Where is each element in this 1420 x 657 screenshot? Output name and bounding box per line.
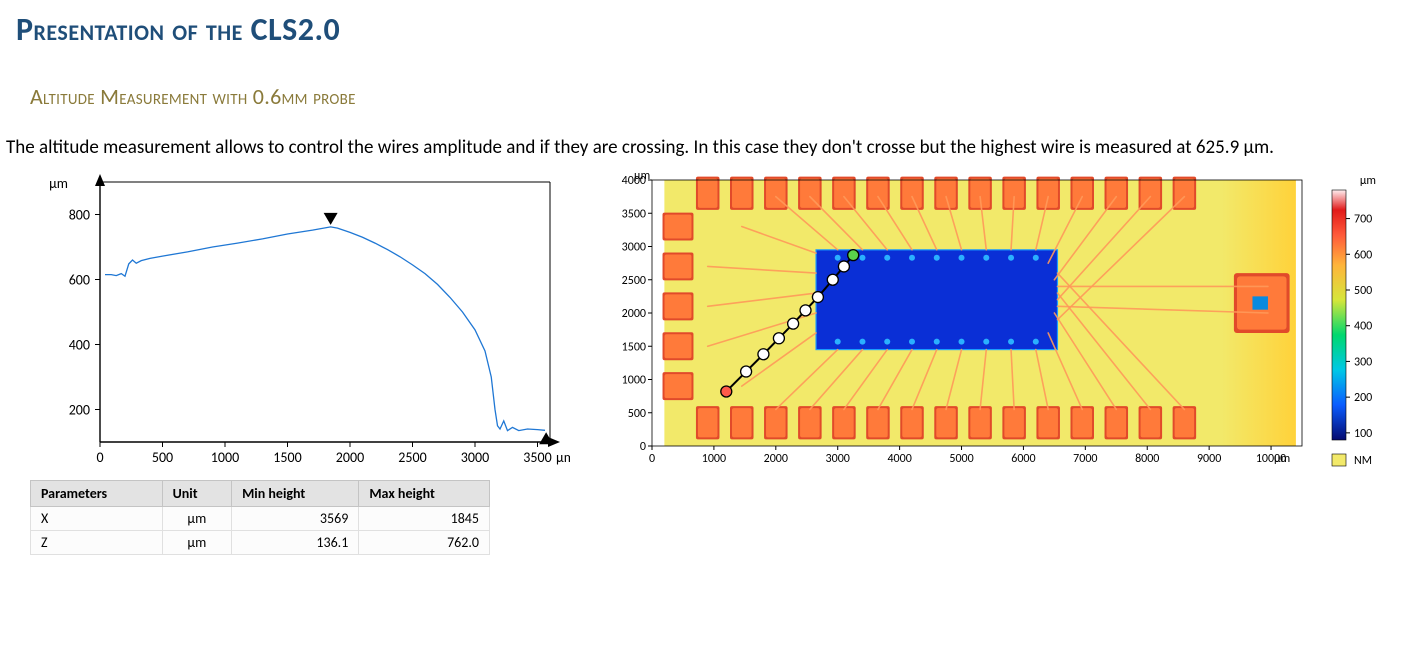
svg-text:400: 400 — [69, 336, 90, 353]
table-cell: µm — [162, 506, 231, 530]
svg-text:800: 800 — [69, 206, 90, 223]
figures-row: 2004006008000500100015002000250030003500… — [0, 168, 1420, 555]
right-column: 0100020003000400050006000700080009000100… — [610, 172, 1390, 482]
svg-text:3000: 3000 — [826, 452, 850, 466]
svg-text:0: 0 — [640, 440, 646, 454]
svg-text:2000: 2000 — [336, 449, 364, 466]
svg-text:600: 600 — [1354, 248, 1372, 262]
svg-text:100: 100 — [1354, 427, 1372, 441]
svg-text:µm: µm — [556, 449, 570, 466]
svg-text:3500: 3500 — [622, 207, 646, 221]
svg-text:µm: µm — [1360, 174, 1376, 188]
svg-text:2000: 2000 — [764, 452, 788, 466]
svg-text:0: 0 — [96, 449, 103, 466]
svg-text:1500: 1500 — [622, 340, 646, 354]
table-cell: 3569 — [232, 506, 359, 530]
svg-text:8000: 8000 — [1135, 452, 1159, 466]
page-title: Presentation of the CLS2.0 — [0, 0, 1420, 49]
table-cell: Z — [31, 530, 163, 554]
svg-text:µm: µm — [1274, 452, 1290, 466]
svg-text:0: 0 — [649, 452, 655, 466]
table-header: Parameters — [31, 480, 163, 506]
svg-text:2500: 2500 — [622, 274, 646, 288]
table-cell: 1845 — [359, 506, 490, 530]
svg-text:5000: 5000 — [949, 452, 973, 466]
table-cell: 136.1 — [232, 530, 359, 554]
table-header: Unit — [162, 480, 231, 506]
svg-text:200: 200 — [69, 401, 90, 418]
altitude-line-chart: 200 400 600 800 0 500 1000 1500 2000 2500 3000 3500… — [30, 172, 570, 472]
svg-text:500: 500 — [628, 407, 646, 421]
table-header: Min height — [232, 480, 359, 506]
svg-text:1000: 1000 — [622, 373, 646, 387]
svg-text:500: 500 — [152, 449, 173, 466]
altitude-heatmap: 0100020003000400050006000700080009000100… — [610, 172, 1310, 472]
svg-text:7000: 7000 — [1073, 452, 1097, 466]
left-column: 200 400 600 800 0 500 1000 1500 2000 2500 3000 3500… — [30, 172, 570, 555]
parameters-table: ParametersUnitMin heightMax height Xµm35… — [30, 480, 490, 555]
svg-text:1000: 1000 — [702, 452, 726, 466]
svg-text:4000: 4000 — [887, 452, 911, 466]
svg-text:500: 500 — [1354, 284, 1372, 298]
table-row: Xµm35691845 — [31, 506, 490, 530]
svg-text:6000: 6000 — [1011, 452, 1035, 466]
svg-text:200: 200 — [1354, 391, 1372, 405]
svg-text:µm: µm — [49, 175, 68, 192]
svg-text:400: 400 — [1354, 320, 1372, 334]
table-row: Zµm136.1762.0 — [31, 530, 490, 554]
svg-text:1000: 1000 — [211, 449, 239, 466]
body-paragraph: The altitude measurement allows to contr… — [0, 110, 1420, 168]
svg-text:300: 300 — [1354, 355, 1372, 369]
svg-text:700: 700 — [1354, 212, 1372, 226]
svg-text:3500: 3500 — [523, 449, 551, 466]
table-cell: X — [31, 506, 163, 530]
svg-text:NM: NM — [1354, 454, 1372, 468]
heatmap-colorbar: µm 100 200 300 400 500 600 700 NM — [1328, 172, 1384, 482]
svg-text:1500: 1500 — [273, 449, 301, 466]
svg-text:600: 600 — [69, 271, 90, 288]
svg-text:2500: 2500 — [398, 449, 426, 466]
table-cell: µm — [162, 530, 231, 554]
table-cell: 762.0 — [359, 530, 490, 554]
svg-text:µm: µm — [634, 172, 650, 183]
svg-text:3000: 3000 — [622, 240, 646, 254]
svg-text:3000: 3000 — [461, 449, 489, 466]
table-header: Max height — [359, 480, 490, 506]
section-subtitle: Altitude Measurement with 0.6mm probe — [0, 49, 1420, 110]
svg-text:2000: 2000 — [622, 307, 646, 321]
svg-text:9000: 9000 — [1197, 452, 1221, 466]
